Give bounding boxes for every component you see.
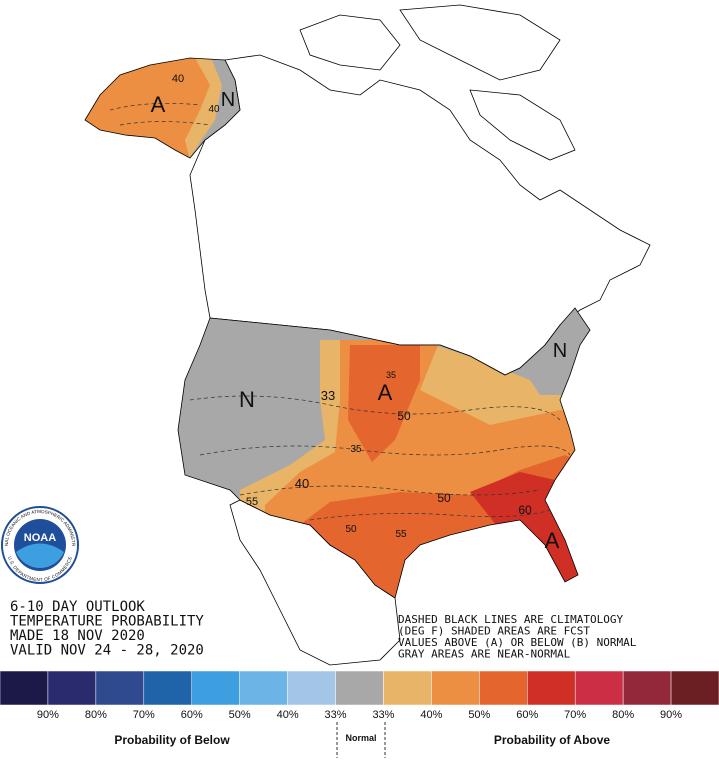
- map-label: 40: [295, 476, 309, 491]
- map-label: 50: [437, 491, 451, 505]
- legend-swatch: [574, 670, 624, 706]
- alaska-outline: [84, 57, 241, 159]
- legend-swatch: [670, 670, 719, 706]
- legend-label: 60%: [181, 709, 203, 721]
- legend-label: 50%: [468, 709, 490, 721]
- legend-swatch: [527, 670, 576, 706]
- legend-swatch: [431, 670, 480, 706]
- climatology-line: [189, 395, 571, 521]
- legend-label: 40%: [277, 709, 299, 721]
- canada-landmass: [189, 54, 651, 376]
- legend-label: 50%: [229, 709, 251, 721]
- note-line: DASHED BLACK LINES ARE CLIMATOLOGY: [398, 613, 624, 626]
- legend-label: 70%: [564, 709, 586, 721]
- below-label: Probability of Below: [114, 733, 230, 747]
- climatology-line: [109, 103, 211, 126]
- map-label: N: [553, 340, 567, 362]
- map-label: 33: [321, 388, 335, 403]
- legend-label: 40%: [420, 709, 442, 721]
- legend-label: 80%: [612, 709, 634, 721]
- legend-swatch: [239, 670, 288, 706]
- map-label: A: [151, 92, 166, 117]
- legend-swatch: [0, 670, 49, 706]
- title-line: TEMPERATURE PROBABILITY: [10, 614, 204, 630]
- legend-swatch: [335, 670, 384, 706]
- legend-label: 80%: [85, 709, 107, 721]
- above-label: Probability of Above: [494, 733, 611, 747]
- map-label: 40: [172, 73, 184, 85]
- title-line: VALID NOV 24 - 28, 2020: [10, 643, 204, 659]
- conus-outline: [177, 307, 591, 599]
- map-label: 55: [395, 529, 407, 540]
- normal-label: Normal: [345, 733, 376, 743]
- legend-label: 60%: [516, 709, 538, 721]
- note-line: VALUES ABOVE (A) OR BELOW (B) NORMAL: [398, 636, 637, 649]
- legend-label: 33%: [372, 709, 394, 721]
- legend-swatch: [622, 670, 672, 706]
- legend-swatch: [95, 670, 145, 706]
- legend-swatch: [479, 670, 528, 706]
- map-label: 35: [386, 370, 396, 380]
- svg-text:NATIONAL OCEANIC AND ATMOSPHER: NATIONAL OCEANIC AND ATMOSPHERIC ADMINIS…: [0, 0, 76, 547]
- map-label: 35: [350, 444, 362, 455]
- noaa-logo: NOAA NATIONAL OCEANIC AND ATMOSPHERIC AD…: [0, 0, 79, 584]
- legend-label: 90%: [660, 709, 682, 721]
- map: [84, 4, 651, 666]
- notes-block: DASHED BLACK LINES ARE CLIMATOLOGY(DEG F…: [398, 613, 637, 661]
- note-line: (DEG F) SHADED AREAS ARE FCST: [398, 625, 590, 638]
- map-label: 60: [518, 503, 532, 517]
- map-label: N: [221, 89, 235, 111]
- map-label: 55: [246, 496, 258, 508]
- legend-label: 70%: [133, 709, 155, 721]
- legend: 90% 80% 70% 60% 50% 40% 33% 33% 40% 50% 60% 70% 80% 9…: [0, 670, 719, 721]
- legend-swatch: [47, 670, 97, 706]
- map-label: A: [545, 528, 560, 553]
- title-line: 6-10 DAY OUTLOOK: [10, 599, 145, 615]
- legend-swatch: [287, 670, 336, 706]
- logo-name: NOAA: [24, 532, 56, 544]
- logo-ring-text: NATIONAL OCEANIC AND ATMOSPHERIC ADMINIS…: [0, 0, 76, 547]
- arctic-islands: [299, 4, 576, 161]
- map-label: A: [378, 380, 393, 405]
- note-line: GRAY AREAS ARE NEAR-NORMAL: [398, 648, 571, 661]
- map-label: 40: [208, 104, 220, 115]
- title-line: MADE 18 NOV 2020: [10, 628, 145, 644]
- legend-swatch: [143, 670, 192, 706]
- map-label: 50: [397, 409, 411, 423]
- legend-label: 90%: [37, 709, 59, 721]
- map-label: N: [239, 387, 255, 412]
- legend-label: 33%: [325, 709, 347, 721]
- legend-swatch: [191, 670, 240, 706]
- map-label: 50: [345, 524, 357, 535]
- legend-swatch: [383, 670, 432, 706]
